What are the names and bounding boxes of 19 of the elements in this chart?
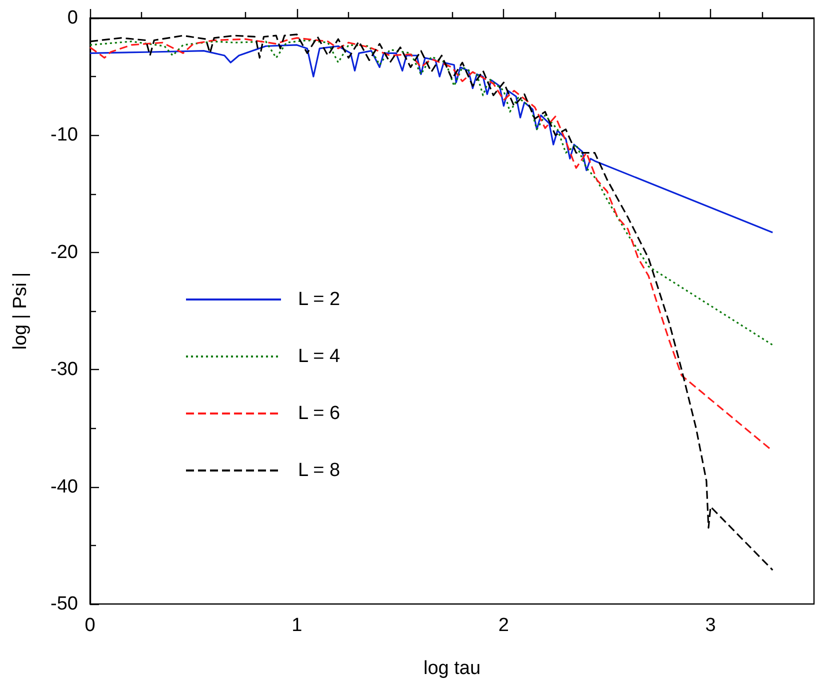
x-tick-label: 0 xyxy=(84,615,96,636)
x-tick-label: 2 xyxy=(498,615,510,636)
line-series xyxy=(89,44,774,234)
y-tick-label: -10 xyxy=(50,124,78,146)
legend-label: L = 2 xyxy=(298,289,340,310)
y-tick-label: -30 xyxy=(50,359,78,380)
y-tick-label: -40 xyxy=(50,476,78,498)
legend-label: L = 4 xyxy=(298,346,341,367)
line-series xyxy=(89,39,774,346)
y-tick-label: -20 xyxy=(50,242,78,263)
legend-label: L = 8 xyxy=(298,460,340,481)
x-tick-label: 3 xyxy=(705,615,716,636)
y-axis-title: log | Psi | xyxy=(10,272,31,350)
legend-label: L = 6 xyxy=(298,403,340,424)
line-series xyxy=(89,37,772,450)
y-tick-label: -50 xyxy=(50,594,78,614)
y-tick-label: 0 xyxy=(67,8,78,28)
x-axis-title: log tau xyxy=(423,658,481,679)
x-tick-label: 1 xyxy=(292,615,302,636)
